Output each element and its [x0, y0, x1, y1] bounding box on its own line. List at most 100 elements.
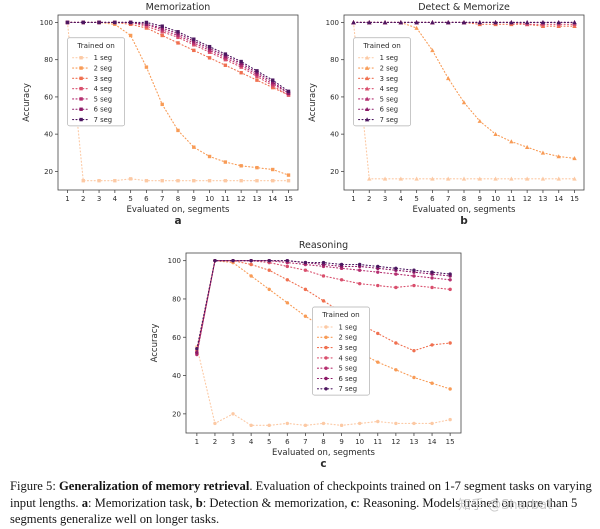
svg-text:3 seg: 3 seg	[339, 344, 358, 352]
svg-text:4 seg: 4 seg	[339, 354, 358, 362]
svg-text:5: 5	[128, 195, 132, 203]
svg-text:5 seg: 5 seg	[94, 95, 113, 103]
svg-text:14: 14	[268, 195, 277, 203]
svg-text:20: 20	[44, 168, 53, 176]
svg-text:5: 5	[267, 438, 271, 446]
svg-text:80: 80	[330, 56, 339, 64]
svg-text:12: 12	[237, 195, 246, 203]
svg-text:10: 10	[355, 438, 364, 446]
svg-text:Accuracy: Accuracy	[150, 324, 160, 363]
svg-text:2: 2	[213, 438, 217, 446]
svg-text:Detect & Memorize: Detect & Memorize	[418, 2, 510, 13]
svg-text:15: 15	[570, 195, 579, 203]
svg-text:3: 3	[383, 195, 387, 203]
svg-text:6: 6	[285, 438, 290, 446]
svg-text:7 seg: 7 seg	[94, 116, 113, 124]
svg-text:2 seg: 2 seg	[380, 64, 399, 72]
svg-text:c: c	[320, 458, 326, 470]
svg-text:3 seg: 3 seg	[94, 75, 113, 83]
svg-text:7 seg: 7 seg	[339, 385, 358, 393]
caption-b-label: b	[195, 495, 203, 510]
svg-text:5 seg: 5 seg	[380, 95, 399, 103]
svg-text:100: 100	[168, 257, 181, 265]
svg-text:6 seg: 6 seg	[339, 375, 358, 383]
caption-a-text: : Memorization task,	[88, 495, 196, 510]
svg-text:4: 4	[399, 195, 404, 203]
svg-text:100: 100	[40, 19, 53, 27]
svg-text:Reasoning: Reasoning	[299, 240, 348, 251]
svg-text:1 seg: 1 seg	[94, 54, 113, 62]
svg-text:1 seg: 1 seg	[380, 54, 399, 62]
svg-text:11: 11	[507, 195, 516, 203]
svg-text:40: 40	[44, 131, 53, 139]
caption-middle: . Evaluation of checkpoints trained on 1…	[10, 479, 592, 510]
chart-memorization: 1 2 3 4 5 6 7 8 9 10 11 12 13 14 1520406080100Memoriza…	[22, 2, 299, 227]
svg-text:1: 1	[65, 195, 69, 203]
svg-text:10: 10	[205, 195, 214, 203]
svg-text:11: 11	[221, 195, 230, 203]
svg-text:7: 7	[160, 195, 164, 203]
svg-text:7: 7	[446, 195, 450, 203]
svg-text:12: 12	[523, 195, 532, 203]
svg-text:80: 80	[44, 56, 53, 64]
svg-text:3: 3	[97, 195, 101, 203]
svg-text:5 seg: 5 seg	[339, 365, 358, 373]
chart-reasoning: 1 2 3 4 5 6 7 8 9 10 11 12 13 14 1520406080100Reasonin…	[150, 240, 462, 470]
svg-text:2: 2	[367, 195, 371, 203]
svg-text:20: 20	[330, 168, 339, 176]
caption-b-text: : Detection & memorization,	[202, 495, 351, 510]
caption-c-text: : Reasoning. Models trained on more than…	[10, 495, 578, 527]
svg-text:40: 40	[172, 372, 181, 380]
svg-text:60: 60	[330, 93, 339, 101]
svg-text:6 seg: 6 seg	[94, 106, 113, 114]
svg-text:Evaluated on, segments: Evaluated on, segments	[272, 448, 376, 458]
svg-text:1: 1	[351, 195, 355, 203]
svg-text:13: 13	[252, 195, 261, 203]
caption-c-label: c	[350, 495, 357, 510]
svg-text:9: 9	[339, 438, 343, 446]
svg-text:15: 15	[446, 438, 455, 446]
svg-text:60: 60	[44, 93, 53, 101]
svg-text:12: 12	[391, 438, 400, 446]
svg-text:13: 13	[538, 195, 547, 203]
svg-text:20: 20	[172, 410, 181, 418]
svg-text:11: 11	[373, 438, 382, 446]
caption-prefix: Figure 5:	[10, 479, 59, 493]
svg-text:8: 8	[321, 438, 325, 446]
svg-text:1 seg: 1 seg	[339, 323, 358, 331]
svg-text:3: 3	[231, 438, 235, 446]
svg-text:2 seg: 2 seg	[339, 334, 358, 342]
svg-text:4 seg: 4 seg	[94, 85, 113, 93]
svg-text:9: 9	[192, 195, 196, 203]
svg-text:15: 15	[284, 195, 293, 203]
svg-text:a: a	[174, 215, 181, 227]
svg-text:2: 2	[81, 195, 85, 203]
svg-text:13: 13	[409, 438, 418, 446]
caption-title-bold: Generalization of memory retrieval	[58, 479, 250, 493]
svg-text:5: 5	[414, 195, 418, 203]
svg-text:14: 14	[428, 438, 437, 446]
svg-text:40: 40	[330, 131, 339, 139]
svg-text:Trained on: Trained on	[321, 310, 359, 319]
svg-text:8: 8	[176, 195, 180, 203]
svg-text:b: b	[460, 215, 468, 227]
svg-text:3 seg: 3 seg	[380, 75, 399, 83]
svg-text:1: 1	[195, 438, 199, 446]
svg-text:6: 6	[144, 195, 149, 203]
svg-text:4 seg: 4 seg	[380, 85, 399, 93]
svg-text:14: 14	[554, 195, 563, 203]
figure-caption: Figure 5: Generalization of memory retri…	[10, 478, 592, 528]
svg-text:Memorization: Memorization	[146, 2, 211, 13]
svg-text:100: 100	[326, 19, 339, 27]
svg-text:4: 4	[249, 438, 254, 446]
svg-text:8: 8	[462, 195, 466, 203]
svg-text:9: 9	[478, 195, 482, 203]
svg-text:Trained on: Trained on	[76, 41, 114, 50]
svg-text:Evaluated on, segments: Evaluated on, segments	[413, 205, 517, 215]
svg-text:Accuracy: Accuracy	[22, 83, 32, 122]
svg-text:6: 6	[430, 195, 435, 203]
svg-text:10: 10	[491, 195, 500, 203]
svg-text:60: 60	[172, 334, 181, 342]
svg-text:6 seg: 6 seg	[380, 106, 399, 114]
